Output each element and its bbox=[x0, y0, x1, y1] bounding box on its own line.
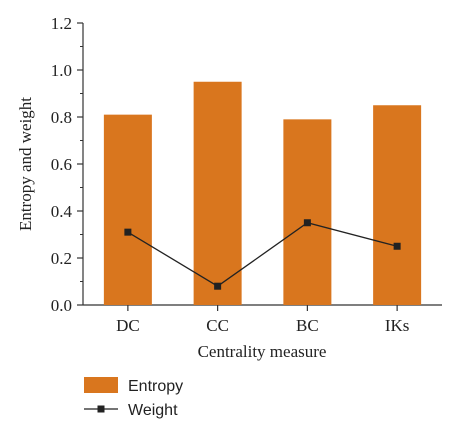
x-tick-label: CC bbox=[206, 316, 229, 335]
weight-point-dc bbox=[124, 228, 132, 236]
bar-entropy-iks bbox=[373, 105, 422, 305]
legend: Entropy Weight bbox=[84, 377, 183, 419]
y-axis-title: Entropy and weight bbox=[16, 97, 35, 231]
x-ticks: DC CC BC IKs bbox=[116, 305, 409, 335]
x-tick-label: DC bbox=[116, 316, 140, 335]
bar-entropy-dc bbox=[103, 114, 152, 306]
y-tick-label: 0.0 bbox=[51, 296, 72, 315]
y-tick-label: 1.0 bbox=[51, 61, 72, 80]
y-tick-label: 1.2 bbox=[51, 14, 72, 33]
bar-entropy-bc bbox=[283, 119, 332, 305]
x-tick-label: IKs bbox=[385, 316, 410, 335]
legend-swatch-weight-marker bbox=[97, 405, 105, 413]
legend-label-weight: Weight bbox=[128, 402, 178, 419]
x-axis-title: Centrality measure bbox=[198, 342, 327, 361]
y-ticks: 0.0 0.2 0.4 0.6 0.8 1.0 1.2 bbox=[51, 14, 83, 315]
weight-series bbox=[124, 219, 401, 290]
y-tick-label: 0.6 bbox=[51, 155, 72, 174]
weight-point-iks bbox=[393, 242, 401, 250]
weight-point-bc bbox=[303, 219, 311, 227]
bar-entropy-cc bbox=[193, 81, 242, 305]
weight-point-cc bbox=[214, 282, 222, 290]
legend-label-entropy: Entropy bbox=[128, 378, 183, 395]
x-tick-label: BC bbox=[296, 316, 319, 335]
y-tick-label: 0.2 bbox=[51, 249, 72, 268]
bars bbox=[103, 81, 422, 306]
weight-line bbox=[127, 222, 398, 287]
y-tick-label: 0.4 bbox=[51, 202, 73, 221]
legend-swatch-entropy bbox=[84, 377, 118, 393]
y-tick-label: 0.8 bbox=[51, 108, 72, 127]
